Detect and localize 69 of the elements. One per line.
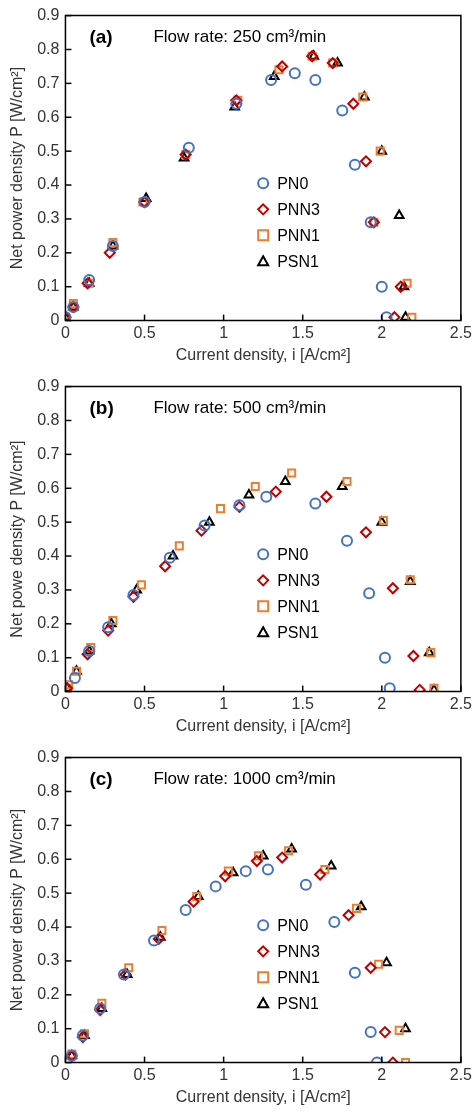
y-tick-label: 0.9	[37, 377, 60, 395]
y-tick-label: 0.7	[37, 73, 60, 91]
y-tick-label: 0.2	[37, 985, 60, 1003]
legend-label: PNN3	[277, 942, 320, 960]
y-tick-label: 0.5	[37, 141, 60, 159]
legend-label: PSN1	[277, 252, 320, 270]
x-axis-title: Current density, i [A/cm²]	[175, 345, 351, 363]
annotation: (a)	[89, 25, 113, 47]
x-tick-label: 1.5	[291, 1065, 314, 1083]
y-tick-label: 0	[50, 311, 60, 329]
annotation: Flow rate: 250 cm³/min	[153, 27, 327, 47]
y-tick-label: 0.4	[37, 175, 60, 193]
y-tick-label: 0.7	[37, 444, 60, 462]
legend-label: PNN1	[277, 226, 320, 244]
y-tick-label: 0.5	[37, 512, 60, 530]
x-tick-label: 2	[377, 1065, 387, 1083]
y-tick-label: 0.2	[37, 614, 60, 632]
x-tick-label: 1	[219, 1065, 229, 1083]
annotation: (b)	[89, 396, 114, 418]
legend-label: PSN1	[277, 994, 320, 1012]
y-tick-label: 0	[50, 1053, 60, 1071]
legend-label: PNN3	[277, 571, 320, 589]
annotation: (c)	[89, 767, 113, 789]
y-tick-label: 0.4	[37, 917, 60, 935]
x-tick-label: 1.5	[291, 694, 314, 712]
x-tick-label: 2.5	[449, 694, 473, 712]
y-tick-label: 0.3	[37, 580, 60, 598]
x-tick-label: 2.5	[449, 323, 473, 341]
y-tick-label: 0.7	[37, 815, 60, 833]
legend-label: PNN1	[277, 968, 320, 986]
annotation: Flow rate: 500 cm³/min	[153, 398, 327, 418]
x-tick-label: 0.5	[133, 694, 156, 712]
y-tick-label: 0.6	[37, 107, 60, 125]
legend-label: PN0	[277, 916, 309, 934]
y-tick-label: 0.8	[37, 39, 60, 57]
y-tick-label: 0.8	[37, 781, 60, 799]
y-tick-label: 0.9	[37, 6, 60, 24]
y-axis-title: Net powe density P [W/cm²]	[8, 440, 26, 638]
x-tick-label: 1	[219, 694, 229, 712]
y-tick-label: 0.6	[37, 849, 60, 867]
y-tick-label: 0.3	[37, 209, 60, 227]
legend-label: PNN3	[277, 200, 320, 218]
x-tick-label: 1	[219, 323, 229, 341]
x-tick-label: 2.5	[449, 1065, 473, 1083]
y-tick-label: 0.1	[37, 277, 60, 295]
y-tick-label: 0.2	[37, 243, 60, 261]
x-tick-label: 2	[377, 323, 387, 341]
x-axis-title: Current density, i [A/cm²]	[175, 716, 351, 734]
y-tick-label: 0.6	[37, 478, 60, 496]
legend-label: PN0	[277, 174, 309, 192]
y-tick-label: 0.9	[37, 748, 60, 766]
x-axis-title: Current density, i [A/cm²]	[175, 1087, 351, 1105]
y-tick-label: 0.4	[37, 546, 60, 564]
y-tick-label: 0.3	[37, 951, 60, 969]
x-tick-label: 1.5	[291, 323, 314, 341]
y-tick-label: 0.1	[37, 1019, 60, 1037]
x-tick-label: 0.5	[133, 323, 156, 341]
legend-label: PN0	[277, 545, 309, 563]
annotation: Flow rate: 1000 cm³/min	[153, 769, 336, 789]
x-tick-label: 0.5	[133, 1065, 156, 1083]
y-tick-label: 0.5	[37, 883, 60, 901]
y-tick-label: 0.8	[37, 410, 60, 428]
legend-label: PNN1	[277, 597, 320, 615]
x-tick-label: 2	[377, 694, 387, 712]
y-tick-label: 0.1	[37, 648, 60, 666]
legend-label: PSN1	[277, 623, 320, 641]
y-axis-title: Net power density P [W/cm²]	[8, 808, 26, 1012]
y-axis-title: Net power density P [W/cm²]	[8, 66, 26, 270]
y-tick-label: 0	[50, 682, 60, 700]
